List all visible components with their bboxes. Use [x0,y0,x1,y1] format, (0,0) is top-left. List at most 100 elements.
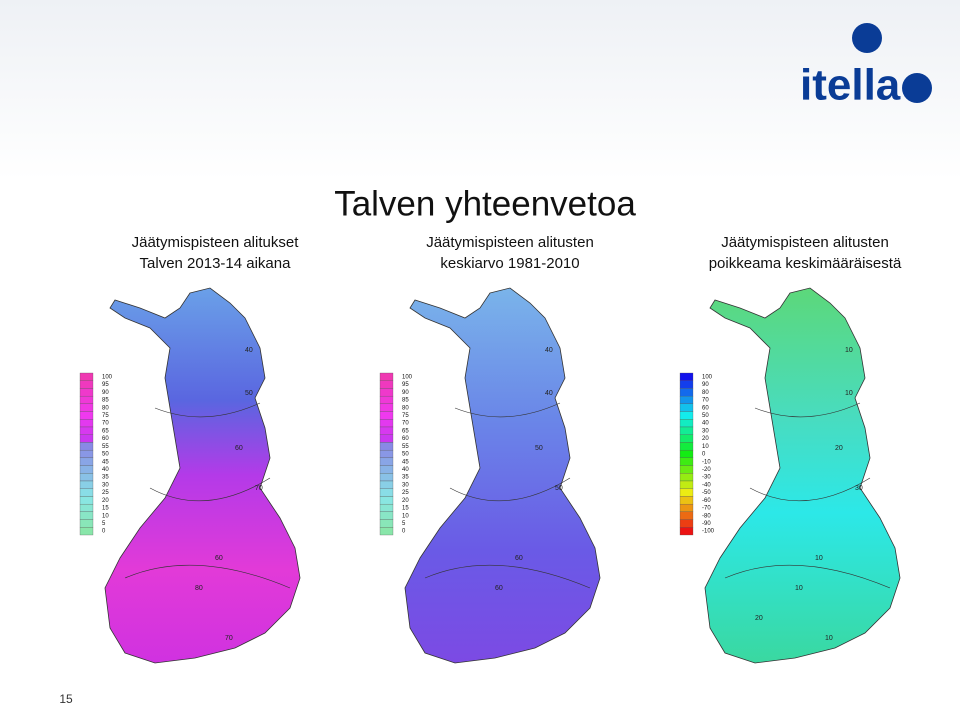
legend-swatch [79,419,94,428]
contour-label: 40 [545,347,553,354]
legend-label: 10 [702,444,709,450]
legend-swatch [379,388,394,397]
map: 10 10 20 10 30 10 10 20 [704,287,901,664]
legend-swatch [679,473,694,482]
legend-label: 60 [102,436,109,442]
contour-label: 70 [225,635,233,642]
contour-label: 20 [755,615,763,622]
map-caption: Talven 2013-14 aikana [140,255,292,272]
legend-label: 15 [102,506,109,512]
legend-label: 0 [702,452,706,458]
legend-label: 85 [402,398,409,404]
legend-label: 40 [702,421,709,427]
contour-label: 40 [245,347,253,354]
legend-label: -40 [702,482,711,488]
legend-swatch [679,496,694,505]
legend-swatch [679,465,694,474]
contour-label: 10 [815,555,823,562]
legend-label: 10 [102,513,109,519]
legend-swatch [379,465,394,474]
legend-swatch [379,496,394,505]
page-number: 15 [59,692,73,706]
contour-label: 20 [835,445,843,452]
legend-label: 30 [102,482,109,488]
map-shape [404,287,601,664]
legend-label: -60 [702,498,711,504]
legend-swatch [79,380,94,389]
legend-swatch [79,511,94,520]
legend-label: 80 [702,390,709,396]
legend-swatch [79,449,94,459]
map-caption: keskiarvo 1981-2010 [440,255,579,272]
legend-label: -70 [702,506,711,512]
legend-label: 30 [402,482,409,488]
legend-label: 20 [402,498,409,504]
legend-swatch [79,411,94,420]
legend-swatch [379,457,394,466]
contour-label: 10 [845,347,853,354]
legend-label: 0 [102,529,106,535]
legend-label: 25 [402,490,409,496]
legend-label: 20 [702,436,709,442]
legend-swatch [379,426,394,435]
legend-label: 75 [102,413,109,419]
legend-swatch [79,527,94,536]
legend-swatch [679,388,694,397]
logo-mark [852,23,932,103]
legend-label: -80 [702,513,711,519]
legend-label: -10 [702,459,711,465]
legend-swatch [79,388,94,397]
legend-swatch [679,395,694,405]
legend-swatch [79,457,94,466]
header-band [0,0,960,180]
legend-swatch [679,419,694,428]
legend-label: 50 [702,413,709,419]
legend-swatch [679,426,694,435]
legend-swatch [379,372,394,381]
legend-label: 100 [702,374,713,380]
legend-swatch [379,473,394,482]
legend-swatch [379,488,394,497]
legend-label: 25 [102,490,109,496]
contour-label: 50 [535,445,543,452]
legend-label: 65 [402,428,409,434]
legend-label: 20 [102,498,109,504]
legend-swatch [79,465,94,474]
legend-label: 50 [402,452,409,458]
legend-label: 30 [702,428,709,434]
legend-label: 70 [102,421,109,427]
legend-swatch [79,442,94,451]
legend-swatch [79,496,94,505]
legend-swatch [679,434,694,443]
legend-label: 55 [402,444,409,450]
legend-label: 65 [102,428,109,434]
legend-label: 90 [702,382,709,388]
legend-swatch [379,511,394,520]
legend-label: 5 [102,521,106,527]
legend-swatch [79,372,94,381]
map-caption: Jäätymispisteen alitukset [132,234,300,251]
contour-label: 50 [555,485,563,492]
legend-swatch [379,403,394,412]
legend-swatch [679,442,694,451]
legend-label: 35 [402,475,409,481]
legend-swatch [79,480,94,489]
legend-label: 15 [402,506,409,512]
contour-label: 60 [515,555,523,562]
legend-label: -30 [702,475,711,481]
legend-label: 90 [102,390,109,396]
legend-label: 35 [102,475,109,481]
contour-label: 60 [235,445,243,452]
legend-swatch [679,527,694,536]
legend-label: 40 [102,467,109,473]
contour [724,402,891,589]
legend-swatch [679,403,694,412]
legend-label: 50 [102,452,109,458]
title: Talven yhteenvetoa [334,184,636,223]
legend-swatch [679,480,694,489]
legend-label: 100 [402,374,413,380]
map-caption: Jäätymispisteen alitusten [426,234,594,251]
legend-swatch [379,419,394,428]
